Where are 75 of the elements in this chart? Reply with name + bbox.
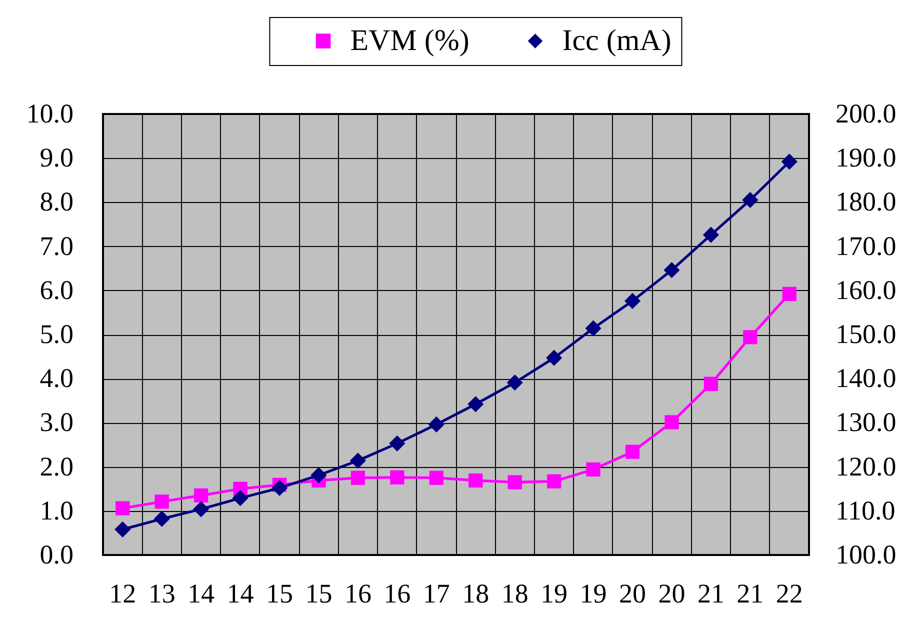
point (116, 501, 130, 516)
y-tick-label: 8.0 (40, 186, 74, 217)
y-tick-label: 9.0 (40, 142, 74, 173)
point (702, 226, 720, 243)
point (429, 470, 444, 485)
y2-tick-label: 200.0 (836, 98, 896, 128)
x-tick-label: 16 (384, 578, 411, 608)
x-tick-label: 19 (580, 578, 607, 608)
x-tick-label: 19 (540, 578, 568, 608)
x-tick-label: 15 (266, 578, 293, 608)
point (743, 330, 758, 344)
point (468, 473, 483, 488)
point (664, 415, 679, 430)
x-tick-label: 17 (422, 578, 450, 608)
point (154, 494, 169, 509)
point (781, 154, 798, 170)
y-tick-label: 6.0 (40, 274, 74, 305)
point (114, 521, 131, 538)
y-tick-label: 1.0 (40, 495, 74, 526)
x-tick-label: 20 (619, 578, 646, 608)
x-tick-label: 20 (658, 578, 686, 608)
y2-tick-label: 100.0 (836, 540, 896, 570)
point (232, 490, 248, 506)
point (704, 376, 718, 391)
point (586, 462, 600, 477)
y-tick-label: 7.0 (40, 230, 74, 261)
point (742, 192, 758, 208)
y-tick-label: 4.0 (40, 363, 74, 394)
point (350, 470, 366, 485)
point (585, 320, 602, 336)
x-tick-label: 14 (226, 578, 254, 608)
x-tick-label: 18 (501, 578, 528, 608)
point (310, 467, 327, 484)
y2-tick-label: 180.0 (836, 186, 896, 217)
legend-label: EVM (%) (350, 24, 470, 57)
y2-tick-label: 140.0 (836, 363, 896, 394)
x-tick-label: 14 (188, 578, 216, 608)
point (624, 292, 641, 310)
x-tick-label: 16 (344, 578, 372, 608)
x-tick-label: 21 (697, 578, 724, 608)
y2-tick-label: 160.0 (836, 274, 896, 305)
y2-tick-label: 190.0 (836, 142, 896, 173)
x-tick-label: 15 (305, 578, 332, 608)
y2-tick-label: 170.0 (836, 230, 896, 261)
y-tick-label: 2.0 (40, 451, 74, 482)
y2-tick-label: 120.0 (836, 451, 896, 482)
point (546, 474, 562, 488)
point (506, 374, 523, 391)
point (782, 286, 796, 301)
point (546, 350, 562, 366)
y-tick-label: 5.0 (40, 319, 74, 349)
point (350, 452, 366, 469)
point (468, 396, 484, 412)
y-tick-label: 0.0 (40, 540, 74, 570)
point (271, 480, 288, 496)
y2-tick-label: 150.0 (836, 319, 896, 349)
point (192, 501, 210, 518)
point (625, 444, 640, 459)
point (154, 510, 170, 527)
x-tick-label: 21 (736, 578, 764, 608)
y-tick-label: 10.0 (26, 98, 74, 128)
point (194, 488, 208, 503)
y2-tick-label: 110.0 (836, 495, 896, 526)
point (664, 262, 680, 278)
x-tick-label: 22 (776, 578, 803, 608)
x-tick-label: 18 (462, 578, 490, 608)
x-tick-label: 13 (148, 578, 176, 608)
point (390, 470, 404, 484)
x-tick-label: 12 (109, 578, 136, 608)
point (389, 435, 406, 452)
y-tick-label: 3.0 (40, 407, 74, 438)
y2-tick-label: 130.0 (836, 407, 896, 438)
legend-label: Icc (mA) (562, 24, 672, 57)
point (508, 475, 522, 490)
point (428, 416, 444, 433)
